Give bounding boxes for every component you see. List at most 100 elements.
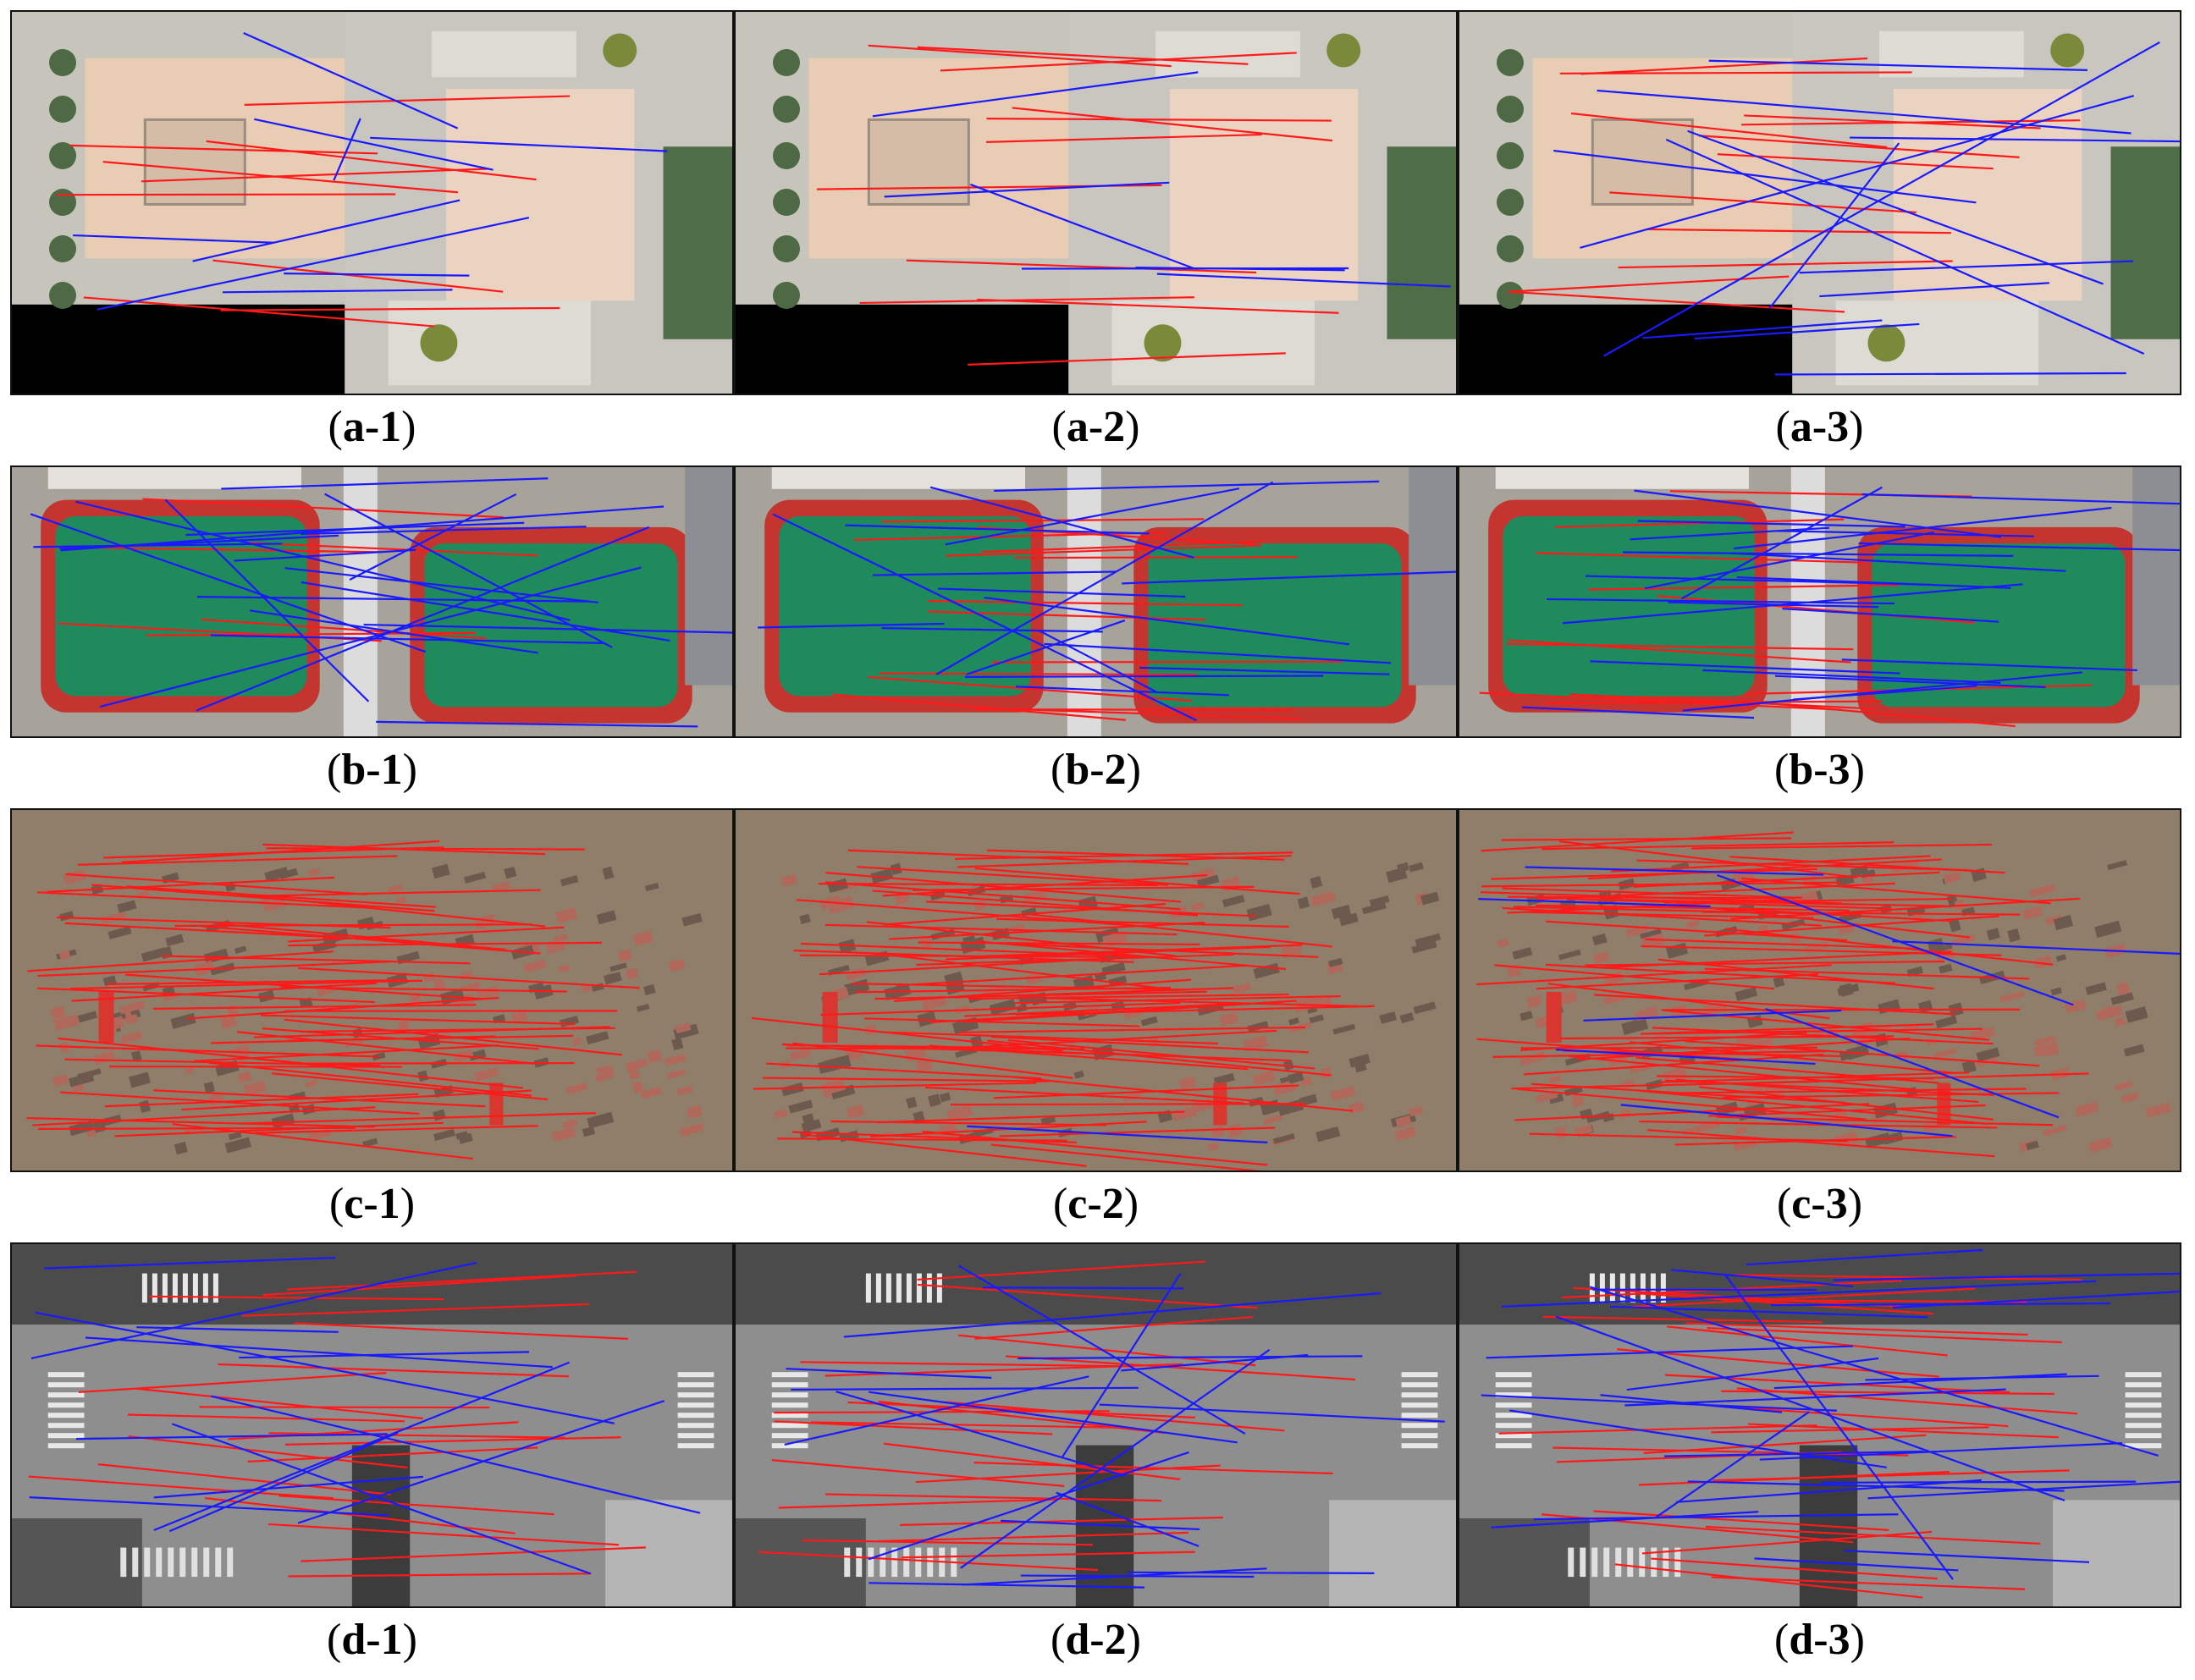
house-roof xyxy=(77,1068,102,1080)
court-surface xyxy=(1148,543,1402,708)
house-roof xyxy=(1297,896,1310,910)
house-roof xyxy=(473,913,496,930)
round-planter xyxy=(1144,324,1182,362)
outlier-match-line xyxy=(1665,138,2145,355)
court-surface xyxy=(779,515,1031,697)
panel-caption: (b-1) xyxy=(327,746,417,794)
inlier-match-line xyxy=(1723,1092,2060,1099)
outlier-match-line xyxy=(284,273,470,277)
house-roof xyxy=(1338,912,1359,927)
inlier-match-line xyxy=(77,855,398,866)
inlier-match-line xyxy=(207,1061,532,1097)
house-roof xyxy=(52,1074,69,1088)
outlier-match-line xyxy=(1525,866,1824,876)
house-roof xyxy=(279,868,299,879)
crosswalk-stripe xyxy=(1495,1423,1532,1429)
house-roof xyxy=(2110,992,2134,1005)
inlier-match-line xyxy=(237,1031,535,1065)
outlier-match-line xyxy=(1562,583,2023,625)
outlier-match-line xyxy=(1501,1280,2097,1308)
figure-panel-a-1: (a-1) xyxy=(10,10,734,458)
house-roof xyxy=(1328,957,1343,967)
house-roof xyxy=(2114,1016,2126,1027)
outlier-match-line xyxy=(324,493,613,648)
crosswalk-stripe xyxy=(906,1273,912,1303)
inlier-match-line xyxy=(148,1295,444,1301)
house-roof xyxy=(1348,1054,1370,1068)
inlier-match-line xyxy=(872,890,1199,917)
outlier-match-line xyxy=(1773,1373,2067,1390)
house-roof xyxy=(617,949,633,962)
building-roof xyxy=(1495,467,1749,489)
inlier-match-line xyxy=(241,1303,589,1317)
panel-caption: (d-2) xyxy=(1051,1616,1141,1664)
house-roof xyxy=(1010,923,1026,934)
crosswalk-stripe xyxy=(47,1402,85,1408)
house-roof xyxy=(666,1069,686,1080)
crosswalk-stripe xyxy=(2125,1433,2162,1439)
outlier-match-line xyxy=(1555,1315,2065,1501)
inlier-match-line xyxy=(1699,1086,1994,1121)
outlier-match-line xyxy=(1522,706,1755,719)
house-roof xyxy=(1497,938,1509,948)
crosswalk-stripe xyxy=(771,1372,808,1378)
inlier-match-line xyxy=(918,941,1200,946)
house-roof xyxy=(1247,1021,1269,1033)
outlier-match-line xyxy=(868,1451,1189,1561)
house-roof xyxy=(2007,928,2021,943)
inlier-match-line xyxy=(1685,1322,2028,1336)
outlier-match-line xyxy=(35,1311,615,1424)
inlier-match-line xyxy=(753,1082,1037,1090)
house-roof xyxy=(1593,950,1610,964)
crosswalk-stripe xyxy=(677,1392,714,1398)
inlier-match-line xyxy=(1537,882,1895,901)
crosswalk-stripe xyxy=(212,1273,218,1303)
house-roof xyxy=(203,1081,215,1093)
crosswalk-stripe xyxy=(2125,1423,2162,1429)
inlier-match-line xyxy=(959,1026,1306,1033)
inlier-match-line xyxy=(65,873,368,895)
house-roof xyxy=(455,1131,469,1140)
match-visualization xyxy=(736,467,1456,736)
house-roof xyxy=(864,950,890,967)
crosswalk-stripe xyxy=(771,1392,808,1398)
inlier-match-line xyxy=(1593,994,1955,1016)
panel-caption: (a-2) xyxy=(1051,403,1140,451)
inlier-match-line xyxy=(974,867,1300,895)
outlier-match-line xyxy=(153,1361,570,1532)
inlier-match-line xyxy=(271,1072,549,1101)
outlier-match-line xyxy=(1734,506,2112,550)
image-pair xyxy=(734,1242,1458,1608)
red-roof xyxy=(98,992,114,1043)
crosswalk-stripe xyxy=(202,1273,208,1303)
inlier-match-line xyxy=(1702,911,2021,916)
house-roof xyxy=(165,934,185,947)
trees-center xyxy=(351,1445,411,1606)
inlier-match-line xyxy=(946,1401,1285,1432)
house-roof xyxy=(681,912,703,927)
house-roof xyxy=(2121,1092,2139,1104)
inlier-match-line xyxy=(1668,1088,2027,1094)
house-roof xyxy=(108,926,132,939)
inlier-match-line xyxy=(1651,1557,1938,1580)
inlier-match-line xyxy=(56,916,391,929)
outlier-match-line xyxy=(1630,526,1829,541)
inlier-match-line xyxy=(153,1089,486,1108)
house-roof xyxy=(586,1031,609,1045)
figure-panel-c-2: (c-2) xyxy=(734,808,1458,1235)
panel-label: a-3 xyxy=(1790,403,1850,451)
crosswalk-stripe xyxy=(880,1547,886,1578)
outlier-match-line xyxy=(962,1567,1267,1586)
crosswalk-stripe xyxy=(47,1382,85,1388)
image-pair xyxy=(10,465,734,738)
house-roof xyxy=(1734,987,1758,1001)
crosswalk-stripe xyxy=(162,1273,168,1303)
outlier-match-line xyxy=(30,1261,477,1360)
inlier-match-line xyxy=(811,1421,1125,1429)
crosswalk-stripe xyxy=(141,1273,147,1303)
house-roof xyxy=(510,1011,528,1024)
house-roof xyxy=(1172,1106,1198,1122)
outlier-match-line xyxy=(967,1125,1268,1143)
inlier-match-line xyxy=(1481,881,1841,888)
inlier-match-line xyxy=(957,855,1292,868)
